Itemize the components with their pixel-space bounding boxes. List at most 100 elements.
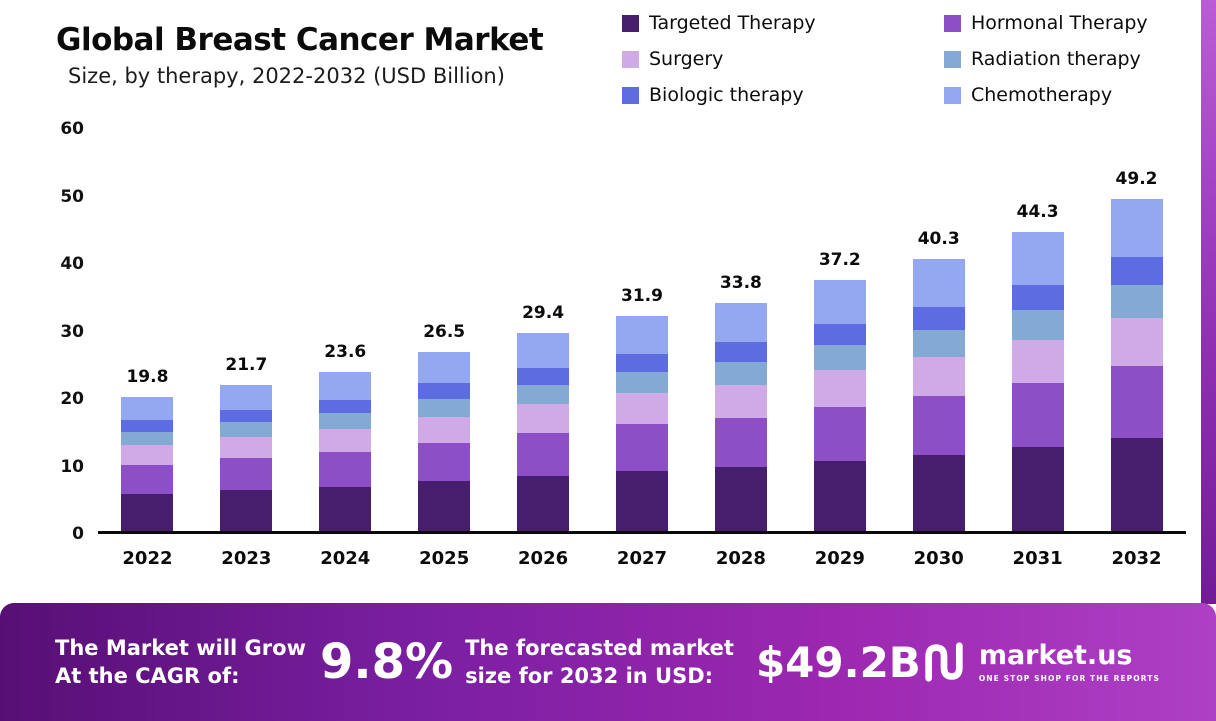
legend-swatch-chemotherapy bbox=[944, 86, 961, 104]
legend-swatch-surgery bbox=[622, 50, 639, 68]
bar-total-label: 37.2 bbox=[818, 249, 861, 270]
bar-segment-targeted-therapy bbox=[1011, 447, 1064, 531]
brand-name: market.us bbox=[978, 639, 1133, 671]
legend-item-targeted-therapy: Targeted Therapy bbox=[622, 12, 934, 34]
forecast-value: $49.2B bbox=[755, 637, 921, 687]
bar-segment-targeted-therapy bbox=[615, 470, 668, 531]
bar-segment-radiation-therapy bbox=[121, 431, 174, 446]
cagr-label-line2: At the CAGR of: bbox=[55, 664, 240, 688]
x-axis-label-2025: 2025 bbox=[419, 548, 470, 569]
chart-legend: Targeted Therapy Hormonal Therapy Surgery R… bbox=[622, 12, 1148, 106]
x-axis-label-2027: 2027 bbox=[616, 548, 668, 569]
forecast-label-line1: The forecasted market bbox=[465, 635, 734, 660]
x-axis-label-2029: 2029 bbox=[814, 548, 865, 569]
bar-segment-targeted-therapy bbox=[912, 454, 965, 531]
legend-label-surgery: Surgery bbox=[649, 48, 724, 70]
bar-segment-biologic-therapy bbox=[220, 410, 273, 423]
bar-segment-surgery bbox=[1110, 318, 1163, 367]
y-axis: 0 10 20 30 40 50 60 bbox=[28, 119, 84, 544]
x-axis-label-2023: 2023 bbox=[221, 548, 272, 569]
bar-segment-chemotherapy bbox=[319, 371, 372, 400]
bar-segment-hormonal-therapy bbox=[1110, 366, 1163, 438]
bar-segment-surgery bbox=[912, 356, 965, 397]
y-axis-tick-60: 60 bbox=[60, 119, 84, 139]
cagr-label-line1: The Market will Grow bbox=[55, 635, 306, 660]
bar-segment-chemotherapy bbox=[714, 302, 767, 343]
bar-segment-targeted-therapy bbox=[1110, 437, 1163, 531]
bar-2024: 23.6 2024 bbox=[319, 129, 372, 569]
legend-label-radiation-therapy: Radiation therapy bbox=[971, 48, 1141, 70]
bar-segment-targeted-therapy bbox=[714, 466, 767, 531]
bar-segment-chemotherapy bbox=[517, 332, 570, 368]
footer-banner: The Market will Grow At the CAGR of: 9.8… bbox=[0, 603, 1216, 721]
brand-text: market.us ONE STOP SHOP FOR THE REPORTS bbox=[979, 642, 1160, 683]
marketus-logo-icon bbox=[925, 642, 963, 682]
cagr-label: The Market will Grow At the CAGR of: bbox=[55, 634, 306, 691]
bar-segment-surgery bbox=[615, 393, 668, 425]
bar-stack-2022 bbox=[121, 397, 174, 531]
bar-stack-2028 bbox=[714, 302, 767, 531]
forecast-label-line2: size for 2032 in USD: bbox=[465, 664, 714, 688]
bar-2026: 29.4 2026 bbox=[517, 129, 570, 569]
legend-label-chemotherapy: Chemotherapy bbox=[971, 84, 1113, 106]
x-axis-label-2031: 2031 bbox=[1012, 548, 1063, 569]
bar-segment-biologic-therapy bbox=[714, 342, 767, 362]
bar-2029: 37.2 2029 bbox=[813, 129, 866, 569]
bar-segment-radiation-therapy bbox=[220, 422, 273, 438]
bar-segment-surgery bbox=[517, 404, 570, 434]
bar-segment-chemotherapy bbox=[1110, 198, 1163, 257]
bar-segment-chemotherapy bbox=[121, 397, 174, 421]
cagr-value: 9.8% bbox=[319, 634, 454, 690]
bar-segment-radiation-therapy bbox=[1011, 310, 1064, 341]
bar-segment-hormonal-therapy bbox=[615, 424, 668, 471]
bar-total-label: 44.3 bbox=[1016, 202, 1059, 222]
bar-segment-hormonal-therapy bbox=[220, 458, 273, 490]
bar-segment-biologic-therapy bbox=[813, 323, 866, 346]
bar-segment-radiation-therapy bbox=[912, 329, 965, 357]
bar-segment-targeted-therapy bbox=[121, 493, 174, 531]
bar-2031: 44.3 2031 bbox=[1011, 129, 1064, 569]
bar-segment-chemotherapy bbox=[418, 352, 471, 384]
bar-segment-radiation-therapy bbox=[418, 398, 471, 417]
bar-segment-targeted-therapy bbox=[418, 481, 471, 531]
legend-swatch-targeted-therapy bbox=[622, 14, 639, 32]
bar-segment-chemotherapy bbox=[813, 279, 866, 324]
bar-segment-surgery bbox=[319, 429, 372, 453]
bar-segment-hormonal-therapy bbox=[418, 442, 471, 481]
bar-stack-2029 bbox=[813, 279, 866, 531]
bar-segment-hormonal-therapy bbox=[714, 417, 767, 467]
bar-total-label: 49.2 bbox=[1115, 168, 1158, 189]
bar-segment-surgery bbox=[714, 384, 767, 418]
y-axis-tick-10: 10 bbox=[60, 456, 84, 477]
bar-segment-biologic-therapy bbox=[912, 307, 965, 330]
bar-total-label: 21.7 bbox=[225, 354, 268, 375]
legend-label-targeted-therapy: Targeted Therapy bbox=[649, 12, 816, 34]
bar-segment-targeted-therapy bbox=[813, 460, 866, 531]
bar-segment-hormonal-therapy bbox=[1011, 383, 1064, 448]
bar-segment-biologic-therapy bbox=[1011, 284, 1064, 311]
bar-total-label: 31.9 bbox=[621, 285, 663, 306]
bar-stack-2031 bbox=[1011, 232, 1064, 531]
bar-segment-targeted-therapy bbox=[220, 489, 273, 531]
plot-area: 19.8 2022 21.7 2023 23.6 2024 26.5 2025 29.4 2026… bbox=[98, 129, 1186, 569]
bar-total-label: 40.3 bbox=[917, 229, 960, 249]
bar-segment-radiation-therapy bbox=[1110, 285, 1163, 319]
bar-stack-2026 bbox=[517, 332, 570, 531]
y-axis-tick-0: 0 bbox=[72, 524, 84, 544]
x-axis-label-2030: 2030 bbox=[913, 548, 964, 569]
bar-segment-chemotherapy bbox=[220, 384, 273, 411]
legend-item-hormonal-therapy: Hormonal Therapy bbox=[944, 12, 1148, 34]
legend-swatch-biologic-therapy bbox=[622, 86, 639, 104]
bar-stack-2030 bbox=[912, 259, 965, 531]
bar-2030: 40.3 2030 bbox=[912, 129, 965, 569]
bar-segment-radiation-therapy bbox=[813, 345, 866, 371]
bar-total-label: 26.5 bbox=[423, 322, 466, 343]
legend-item-biologic-therapy: Biologic therapy bbox=[622, 84, 934, 106]
legend-item-chemotherapy: Chemotherapy bbox=[944, 84, 1148, 106]
legend-swatch-radiation-therapy bbox=[944, 50, 961, 68]
bar-segment-targeted-therapy bbox=[517, 475, 570, 531]
bar-segment-biologic-therapy bbox=[517, 367, 570, 385]
y-axis-tick-40: 40 bbox=[60, 254, 84, 274]
bar-segment-chemotherapy bbox=[615, 315, 668, 354]
